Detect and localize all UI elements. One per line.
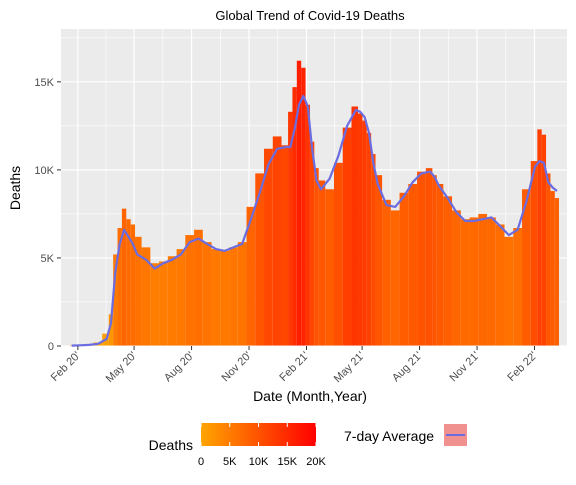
x-tick-label: Feb 21' — [277, 350, 311, 384]
bar — [452, 210, 461, 345]
bar — [310, 142, 314, 346]
colorbar-tick-label: 20K — [306, 456, 326, 468]
bar — [220, 251, 229, 346]
bar — [513, 228, 522, 346]
colorbar-tick-label: 5K — [223, 456, 237, 468]
x-tick-label: Aug 20' — [162, 350, 197, 385]
bar — [150, 263, 159, 345]
x-tick-label: May 21' — [332, 350, 367, 385]
colorbar-tick-label: 15K — [277, 456, 297, 468]
bar — [400, 193, 409, 346]
x-tick-label: Nov 21' — [448, 350, 483, 385]
bar — [546, 173, 550, 345]
legend-line-label: 7-day Average — [344, 428, 434, 444]
bar — [212, 249, 221, 345]
bar — [470, 217, 479, 345]
x-tick-label: May 20' — [104, 350, 139, 385]
bar — [555, 198, 559, 345]
bar — [319, 180, 326, 345]
bar — [177, 249, 186, 345]
bar — [426, 168, 433, 345]
y-tick-label: 0 — [48, 341, 54, 353]
bar — [496, 224, 505, 345]
y-axis-title: Deaths — [7, 166, 23, 210]
bar — [194, 230, 203, 346]
bar — [264, 149, 273, 346]
bar — [505, 237, 514, 346]
bar — [351, 106, 358, 345]
y-axis-ticks: 0 5K 10K 15K — [34, 77, 61, 353]
bar — [487, 217, 496, 345]
bar — [417, 172, 426, 346]
bar — [185, 235, 194, 346]
x-tick-label: Feb 22' — [505, 350, 539, 384]
bar — [306, 105, 310, 346]
bar — [314, 168, 318, 345]
x-axis-ticks: Feb 20' May 20' Aug 20' Nov 20' Feb 21' May 2… — [49, 346, 540, 385]
colorbar-title: Deaths — [149, 437, 193, 453]
colorbar-tick-label: 10K — [249, 456, 269, 468]
bar — [437, 184, 444, 346]
y-tick-label: 15K — [34, 77, 54, 89]
y-tick-label: 5K — [41, 253, 55, 265]
chart-title: Global Trend of Covid-19 Deaths — [215, 8, 405, 23]
bar — [531, 161, 538, 345]
bar — [273, 136, 282, 345]
bar — [443, 196, 452, 345]
x-axis-title: Date (Month,Year) — [253, 388, 367, 404]
x-tick-label: Nov 20' — [220, 350, 255, 385]
x-tick-label: Aug 21' — [390, 350, 425, 385]
bar — [432, 175, 436, 345]
bar — [334, 163, 343, 346]
bar — [238, 242, 247, 345]
bar — [391, 210, 400, 345]
bar — [550, 191, 554, 346]
bar — [159, 261, 168, 345]
y-tick-label: 10K — [34, 165, 54, 177]
bar — [168, 256, 177, 345]
bar — [362, 121, 366, 346]
bar — [301, 68, 305, 346]
bar — [371, 154, 375, 346]
bar — [203, 242, 212, 345]
bar — [343, 128, 352, 346]
bar — [461, 219, 470, 345]
x-tick-label: Feb 20' — [49, 350, 83, 384]
bar — [325, 189, 334, 345]
legend: Deaths 0 5K 10K 15K 20K 7-day Average — [149, 423, 467, 468]
bar — [478, 214, 487, 346]
colorbar-tick-label: 0 — [198, 456, 204, 468]
bar — [367, 133, 371, 346]
bar — [382, 200, 391, 346]
bar — [358, 114, 362, 346]
bar — [376, 175, 383, 345]
bar — [282, 145, 289, 345]
bar — [408, 184, 417, 346]
bar — [229, 247, 238, 345]
